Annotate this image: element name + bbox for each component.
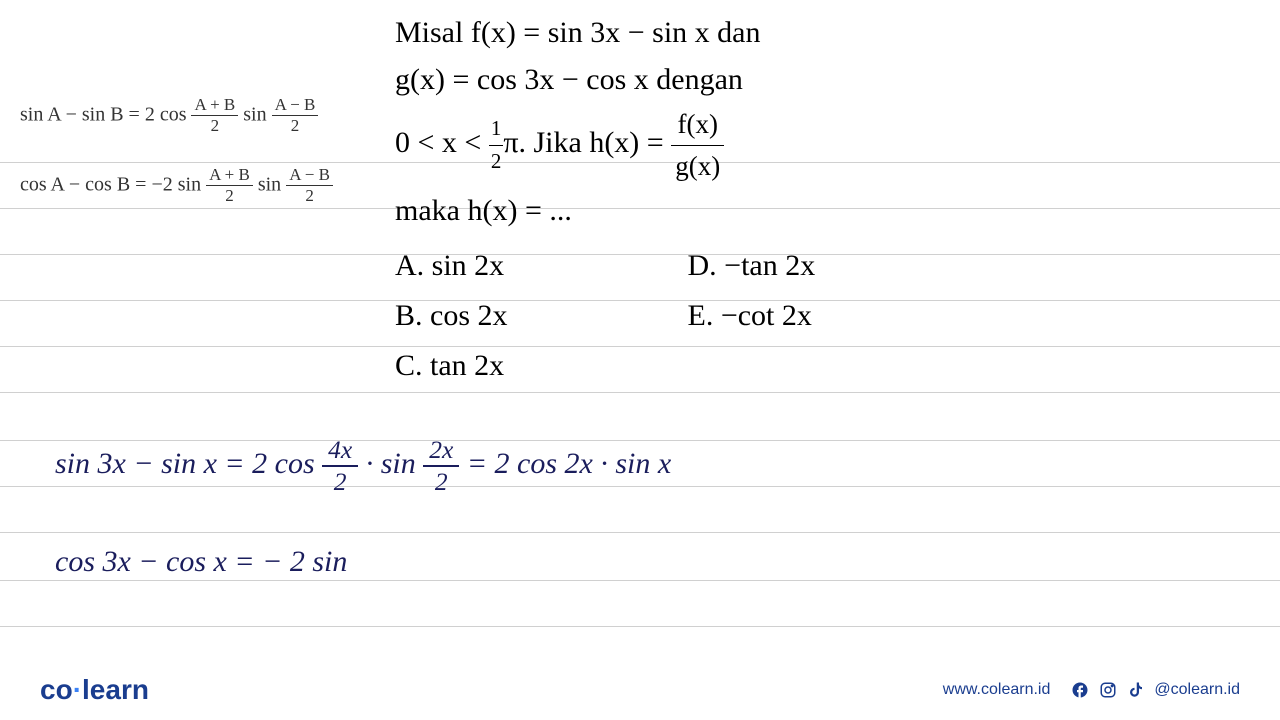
options-row: A. sin 2x B. cos 2x C. tan 2x D. −tan 2x… (395, 243, 1255, 388)
mid-sin-b: sin (258, 173, 286, 195)
logo-part2: learn (82, 674, 149, 705)
problem-line-2: g(x) = cos 3x − cos x dengan (395, 57, 1255, 102)
hx-frac: f(x)g(x) (671, 104, 724, 186)
half-frac: 12 (489, 113, 504, 177)
facebook-icon (1070, 680, 1090, 700)
frac-aplusb-over-2: A + B 2 (191, 95, 238, 137)
problem-statement: Misal f(x) = sin 3x − sin x dan g(x) = c… (395, 10, 1255, 388)
handwritten-line-2: cos 3x − cos x = − 2 sin (55, 545, 347, 579)
content-area: sin A − sin B = 2 cos A + B 2 sin A − B … (0, 0, 1280, 640)
options-col-2: D. −tan 2x E. −cot 2x (688, 243, 816, 388)
cos-identity-lhs: cos A − cos B = −2 sin (20, 173, 201, 195)
option-c: C. tan 2x (395, 343, 508, 388)
handwritten-line-1: sin 3x − sin x = 2 cos 4x 2 · sin 2x 2 =… (55, 435, 671, 497)
logo-part1: co (40, 674, 73, 705)
problem-line-4: maka h(x) = ... (395, 188, 1255, 233)
hw1-c: = 2 cos 2x · sin x (467, 447, 671, 480)
frac-aplusb-over-2-b: A + B 2 (206, 165, 253, 207)
option-b: B. cos 2x (395, 293, 508, 338)
instagram-icon (1098, 680, 1118, 700)
identity-formulas: sin A − sin B = 2 cos A + B 2 sin A − B … (20, 95, 390, 235)
hw1-frac2: 2x 2 (423, 435, 459, 497)
sin-identity: sin A − sin B = 2 cos A + B 2 sin A − B … (20, 95, 390, 137)
tiktok-icon (1126, 680, 1146, 700)
social-icons: @colearn.id (1070, 680, 1240, 700)
options-col-1: A. sin 2x B. cos 2x C. tan 2x (395, 243, 508, 388)
footer: co·learn www.colearn.id @colearn.id (0, 660, 1280, 720)
option-d: D. −tan 2x (688, 243, 816, 288)
social-handle: @colearn.id (1154, 681, 1240, 699)
problem-line-3a: 0 < x < (395, 126, 489, 159)
frac-aminusb-over-2-b: A − B 2 (286, 165, 333, 207)
sin-identity-lhs: sin A − sin B = 2 cos (20, 103, 186, 125)
problem-line-1: Misal f(x) = sin 3x − sin x dan (395, 10, 1255, 55)
option-a: A. sin 2x (395, 243, 508, 288)
problem-line-3b: π. Jika h(x) = (503, 126, 671, 159)
problem-line-3: 0 < x < 12π. Jika h(x) = f(x)g(x) (395, 104, 1255, 186)
hw1-b: · sin (366, 447, 424, 480)
hw2: cos 3x − cos x = − 2 sin (55, 545, 347, 578)
hw1-a: sin 3x − sin x = 2 cos (55, 447, 322, 480)
option-e: E. −cot 2x (688, 293, 816, 338)
mid-sin: sin (243, 103, 271, 125)
website-url: www.colearn.id (943, 681, 1051, 699)
hw1-frac1: 4x 2 (322, 435, 358, 497)
logo: co·learn (40, 674, 149, 706)
footer-right: www.colearn.id @colearn.id (943, 680, 1240, 700)
cos-identity: cos A − cos B = −2 sin A + B 2 sin A − B… (20, 165, 390, 207)
frac-aminusb-over-2: A − B 2 (272, 95, 319, 137)
